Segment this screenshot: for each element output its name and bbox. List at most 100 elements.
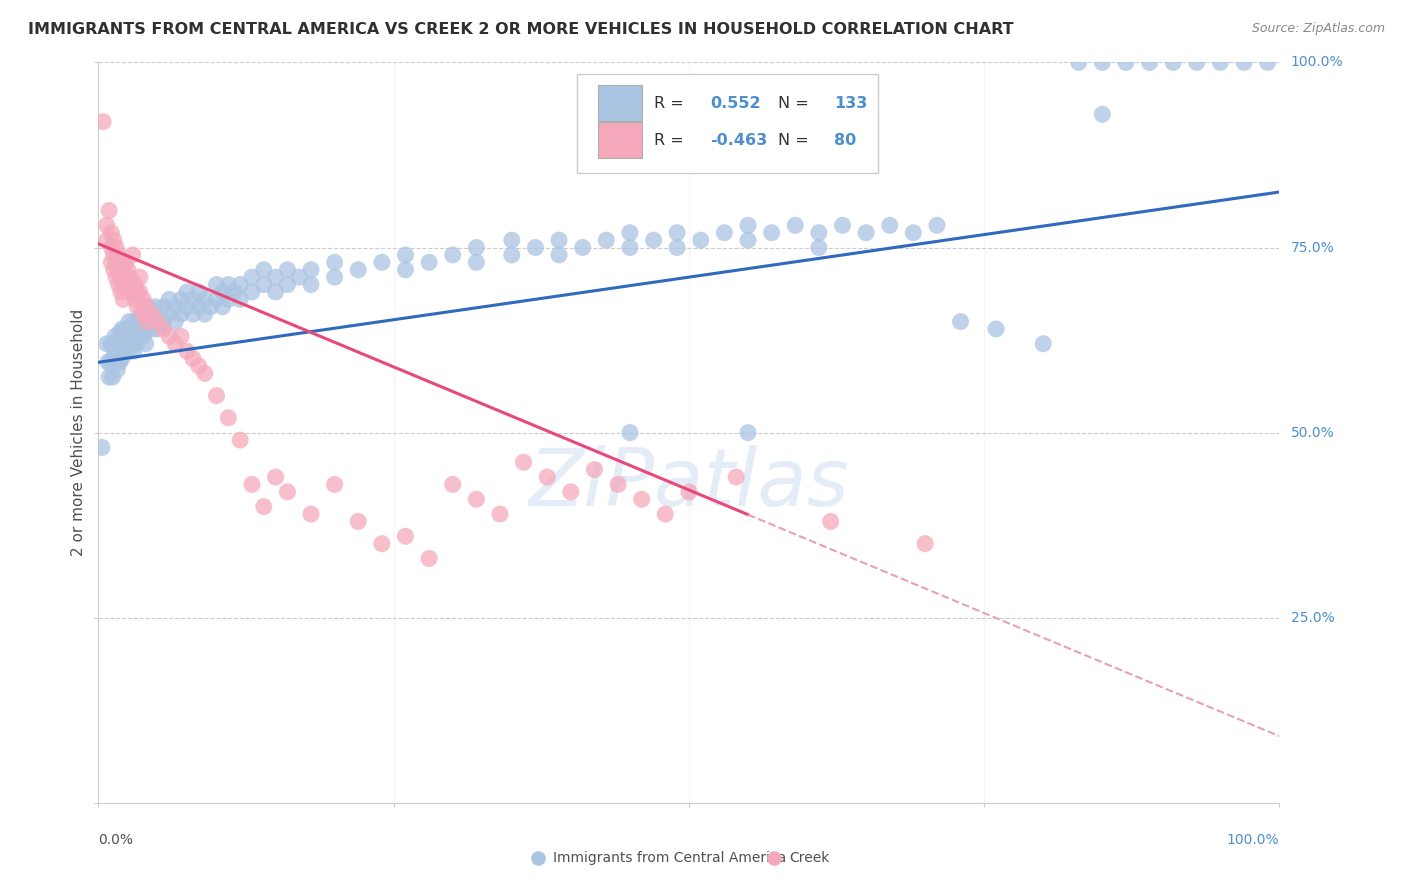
Point xyxy=(323,270,346,285)
Text: 133: 133 xyxy=(834,95,868,111)
Point xyxy=(165,314,187,328)
Point xyxy=(107,262,129,277)
Point xyxy=(949,314,972,328)
Point xyxy=(170,329,193,343)
Point xyxy=(157,293,180,307)
Point xyxy=(347,262,370,277)
Point xyxy=(253,262,276,277)
Point xyxy=(121,322,143,336)
Point xyxy=(240,477,263,491)
Point xyxy=(157,329,180,343)
Point xyxy=(122,344,145,359)
Point xyxy=(170,307,193,321)
Point xyxy=(132,307,155,321)
Point xyxy=(200,300,222,314)
Point xyxy=(1233,55,1256,70)
Point xyxy=(96,219,118,233)
Text: 0.552: 0.552 xyxy=(710,95,761,111)
Point xyxy=(762,851,785,865)
Point xyxy=(132,293,155,307)
Point xyxy=(105,333,128,347)
Point xyxy=(170,293,193,307)
Point xyxy=(146,322,169,336)
Point xyxy=(1139,55,1161,70)
Text: IMMIGRANTS FROM CENTRAL AMERICA VS CREEK 2 OR MORE VEHICLES IN HOUSEHOLD CORRELA: IMMIGRANTS FROM CENTRAL AMERICA VS CREEK… xyxy=(28,22,1014,37)
Point xyxy=(101,370,124,384)
Point xyxy=(276,262,298,277)
Point xyxy=(136,314,159,328)
Text: 100.0%: 100.0% xyxy=(1227,833,1279,847)
Point xyxy=(115,336,138,351)
Text: 100.0%: 100.0% xyxy=(1291,55,1343,70)
Point xyxy=(323,477,346,491)
Point xyxy=(526,851,548,865)
Point xyxy=(107,248,129,262)
Point xyxy=(666,240,689,255)
Point xyxy=(240,285,263,299)
Point xyxy=(299,507,322,521)
Point xyxy=(737,219,759,233)
Point xyxy=(112,293,135,307)
Point xyxy=(118,344,141,359)
Point xyxy=(666,226,689,240)
Point xyxy=(501,248,523,262)
Point xyxy=(1161,55,1184,70)
Point xyxy=(176,300,198,314)
Point xyxy=(489,507,512,521)
Point xyxy=(132,314,155,328)
Point xyxy=(205,293,228,307)
Point xyxy=(129,322,152,336)
Point xyxy=(165,300,187,314)
Point xyxy=(984,322,1007,336)
Point xyxy=(128,285,150,299)
Point xyxy=(737,425,759,440)
Point xyxy=(127,300,149,314)
Point xyxy=(713,226,735,240)
Point xyxy=(141,322,163,336)
Point xyxy=(105,255,128,269)
Point xyxy=(112,277,135,292)
Point xyxy=(135,307,157,321)
Point xyxy=(101,336,124,351)
Point xyxy=(761,226,783,240)
Point xyxy=(127,285,149,299)
Point xyxy=(112,344,135,359)
Point xyxy=(1091,107,1114,121)
Point xyxy=(820,515,842,529)
Point xyxy=(143,314,166,328)
Point xyxy=(224,285,246,299)
Point xyxy=(394,262,416,277)
Point xyxy=(121,336,143,351)
Text: 0.0%: 0.0% xyxy=(98,833,134,847)
Point xyxy=(111,351,134,366)
Point xyxy=(1115,55,1137,70)
Point xyxy=(187,359,209,373)
Point xyxy=(879,219,901,233)
Point xyxy=(785,219,807,233)
Point xyxy=(264,270,287,285)
Point xyxy=(124,293,146,307)
Point xyxy=(501,233,523,247)
Point xyxy=(112,329,135,343)
Point xyxy=(132,329,155,343)
Point xyxy=(108,341,131,355)
Point xyxy=(323,255,346,269)
Point xyxy=(619,226,641,240)
Point xyxy=(264,285,287,299)
Point xyxy=(903,226,925,240)
Point xyxy=(512,455,534,469)
Point xyxy=(157,307,180,321)
Point xyxy=(181,307,204,321)
Point xyxy=(104,344,127,359)
Point xyxy=(678,484,700,499)
Point xyxy=(229,277,252,292)
Point xyxy=(108,326,131,340)
Point xyxy=(128,270,150,285)
Point xyxy=(211,285,233,299)
Text: 80: 80 xyxy=(834,133,856,148)
Point xyxy=(120,270,142,285)
Point xyxy=(111,322,134,336)
Point xyxy=(141,307,163,321)
Point xyxy=(194,307,217,321)
Point xyxy=(536,470,558,484)
